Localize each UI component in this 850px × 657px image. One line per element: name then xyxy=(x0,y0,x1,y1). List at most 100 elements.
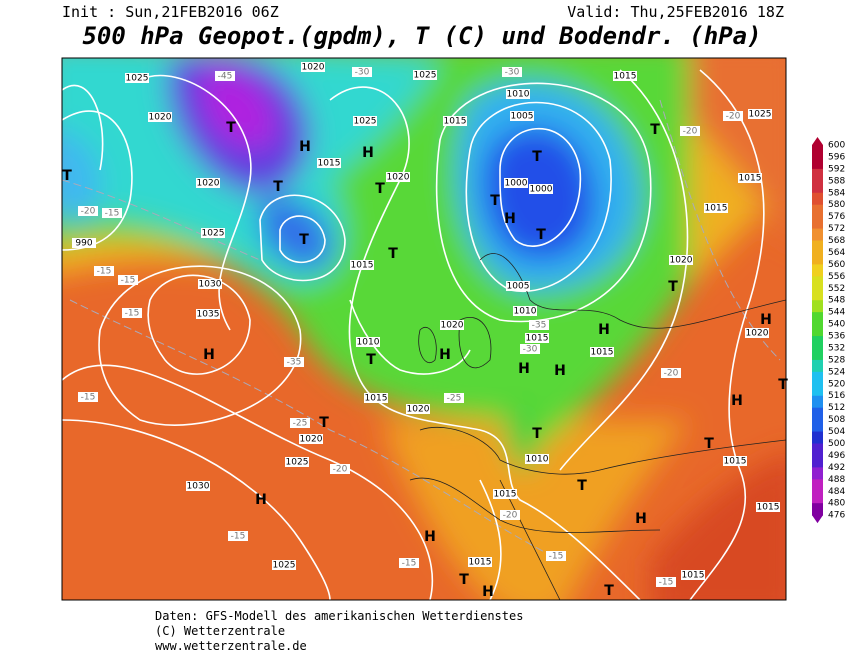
pressure-center: H xyxy=(424,529,436,545)
colorbar-label: 544 xyxy=(828,308,845,318)
pressure-center: H xyxy=(482,584,494,600)
label-box xyxy=(272,560,296,570)
isobar-label: 1020 xyxy=(387,173,410,183)
isobar-label: 1015 xyxy=(739,174,762,184)
label-box xyxy=(513,306,537,316)
label-box xyxy=(364,393,388,403)
isobar-label: 1005 xyxy=(507,282,530,292)
temperature-label: -15 xyxy=(97,267,112,277)
colorbar-segment xyxy=(812,419,823,433)
pressure-center: H xyxy=(760,312,772,328)
label-box xyxy=(122,308,142,318)
colorbar-label: 540 xyxy=(828,320,845,330)
isobar-label: 1015 xyxy=(494,490,517,500)
colorbar-label: 520 xyxy=(828,379,845,389)
colorbar-label: 560 xyxy=(828,260,845,270)
pressure-center: T xyxy=(366,352,376,368)
label-box xyxy=(201,228,225,238)
colorbar-segment xyxy=(812,479,823,492)
colorbar-label: 536 xyxy=(828,332,845,342)
label-box xyxy=(704,203,728,213)
isobar-label: 1010 xyxy=(514,307,537,317)
isobar-label: 1025 xyxy=(286,458,309,468)
label-box xyxy=(125,73,149,83)
label-box xyxy=(525,454,549,464)
label-box xyxy=(284,357,304,367)
isobar-label: 1005 xyxy=(511,112,534,122)
colorbar-label: 508 xyxy=(828,415,845,425)
label-box xyxy=(504,178,528,188)
label-box xyxy=(350,260,374,270)
pressure-center: T xyxy=(375,181,385,197)
colorbar-label: 532 xyxy=(828,343,845,353)
label-box xyxy=(680,126,700,136)
temperature-label: -45 xyxy=(218,72,233,82)
label-box xyxy=(723,456,747,466)
temperature-label: -20 xyxy=(333,465,348,475)
pressure-center: T xyxy=(532,149,542,165)
colorbar-segment xyxy=(812,503,823,516)
colorbar-segment xyxy=(812,431,823,444)
label-box xyxy=(228,531,248,541)
temperature-label: -15 xyxy=(659,578,674,588)
isobar-label: 1020 xyxy=(149,113,172,123)
colorbar-segment xyxy=(812,395,823,409)
colorbar-segment xyxy=(812,467,823,480)
isobar-label: 1020 xyxy=(197,179,220,189)
colorbar-segment xyxy=(812,407,823,421)
isobar-label: 1025 xyxy=(202,229,225,239)
label-box xyxy=(118,275,138,285)
label-box xyxy=(661,368,681,378)
map-title: 500 hPa Geopot.(gpdm), T (C) und Bodendr… xyxy=(82,22,761,50)
colorbar-segment xyxy=(812,312,823,325)
isobar-label: 1015 xyxy=(469,558,492,568)
colorbar-label: 480 xyxy=(828,499,845,509)
pressure-center: H xyxy=(635,511,647,527)
temperature-label: -20 xyxy=(503,511,518,521)
label-box xyxy=(196,178,220,188)
temperature-label: -35 xyxy=(287,358,302,368)
pressure-center: T xyxy=(226,120,236,136)
colorbar-arrow-top xyxy=(812,137,823,145)
label-box xyxy=(196,309,220,319)
colorbar-segment xyxy=(812,180,823,194)
label-box xyxy=(529,320,549,330)
isobar-label: 1020 xyxy=(300,435,323,445)
colorbar-segment xyxy=(812,347,823,361)
label-box xyxy=(468,557,492,567)
colorbar-segment xyxy=(812,276,823,289)
colorbar-label: 600 xyxy=(828,141,845,151)
label-box xyxy=(590,347,614,357)
footer-copyright: (C) Wetterzentrale xyxy=(155,624,285,638)
map-frame xyxy=(61,57,787,601)
colorbar-label: 500 xyxy=(828,439,845,449)
temperature-label: -15 xyxy=(81,393,96,403)
colorbar-segment xyxy=(812,336,823,349)
colorbar-segment xyxy=(812,228,823,242)
pressure-center: T xyxy=(668,279,678,295)
label-box xyxy=(669,255,693,265)
temperature-label: -25 xyxy=(293,419,308,429)
isobar-label: 990 xyxy=(75,239,92,249)
label-box xyxy=(525,333,549,343)
isobar-label: 1015 xyxy=(682,571,705,581)
isobar-label: 1015 xyxy=(526,334,549,344)
label-box xyxy=(299,434,323,444)
label-box xyxy=(413,70,437,80)
colorbar-segment xyxy=(812,359,823,373)
isobar-label: 1025 xyxy=(749,110,772,120)
pressure-center: T xyxy=(459,572,469,588)
temperature-label: -30 xyxy=(523,345,538,355)
temperature-label: -25 xyxy=(447,394,462,404)
isobar-label: 1010 xyxy=(526,455,549,465)
isobar-label: 1010 xyxy=(357,338,380,348)
label-box xyxy=(317,158,341,168)
colorbar-segment xyxy=(812,491,823,504)
pressure-center: T xyxy=(532,426,542,442)
temperature-label: -15 xyxy=(105,209,120,219)
label-box xyxy=(656,577,676,587)
pressure-center: T xyxy=(490,193,500,209)
colorbar-label: 496 xyxy=(828,451,845,461)
isobar-label: 1030 xyxy=(187,482,210,492)
